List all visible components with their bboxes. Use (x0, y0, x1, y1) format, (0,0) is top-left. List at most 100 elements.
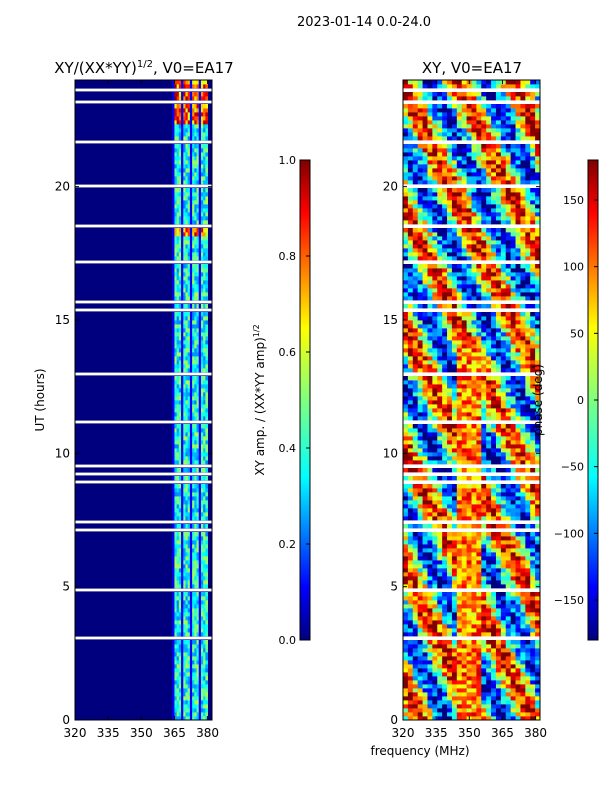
phase-cell (515, 672, 521, 677)
amplitude-cell (183, 92, 186, 97)
amplitude-cell (194, 700, 197, 705)
phase-cell (451, 496, 458, 501)
phase-cell (456, 648, 463, 653)
phase-cell (491, 616, 497, 621)
phase-cell (495, 416, 502, 421)
amplitude-cell (174, 328, 178, 333)
amplitude-cell (194, 704, 197, 709)
phase-cell (481, 412, 487, 417)
phase-cell (476, 640, 482, 645)
phase-cell (422, 660, 428, 665)
amplitude-cell (194, 144, 197, 149)
phase-cell (535, 440, 540, 445)
phase-cell (417, 708, 423, 713)
phase-cell (471, 516, 477, 521)
phase-cell (510, 512, 516, 517)
phase-cell (481, 712, 487, 717)
phase-cell (427, 648, 433, 653)
amplitude-cell (189, 228, 193, 233)
phase-cell (447, 488, 453, 493)
amplitude-cell (172, 80, 175, 85)
phase-cell (442, 436, 448, 441)
phase-cell (505, 620, 512, 625)
amplitude-cell (200, 248, 204, 253)
amplitude-cell (200, 584, 204, 589)
phase-cell (427, 676, 433, 681)
phase-cell (451, 628, 458, 633)
phase-cell (476, 632, 482, 637)
phase-cell (530, 456, 536, 461)
amplitude-cell (185, 704, 189, 709)
amplitude-cell (200, 156, 204, 161)
phase-cell (432, 408, 438, 413)
phase-cell (437, 552, 443, 557)
amplitude-cell (178, 156, 182, 161)
phase-cell (495, 512, 502, 517)
phase-cell (412, 552, 419, 557)
phase-cell (495, 504, 502, 509)
amplitude-cell (176, 556, 180, 561)
phase-cell (407, 348, 414, 353)
amplitude-cell (192, 168, 195, 173)
amplitude-cell (189, 684, 193, 689)
amplitude-cell (181, 176, 184, 181)
amplitude-cell (176, 668, 180, 673)
phase-cell (486, 304, 492, 309)
phase-cell (442, 708, 448, 713)
phase-cell (486, 572, 492, 577)
amplitude-cell (187, 424, 191, 429)
phase-cell (520, 684, 526, 689)
phase-cell (442, 512, 448, 517)
phase-cell (403, 496, 409, 501)
amplitude-cell (176, 256, 180, 261)
amplitude-cell (176, 104, 180, 109)
phase-cell (407, 648, 414, 653)
amplitude-cell (187, 216, 191, 221)
amplitude-cell (181, 244, 184, 249)
amplitude-cell (174, 640, 178, 645)
phase-cell (461, 312, 468, 317)
amplitude-cell (176, 608, 180, 613)
amplitude-cell (172, 476, 175, 481)
amplitude-cell (203, 288, 206, 293)
phase-cell (427, 508, 433, 513)
phase-cell (456, 548, 463, 553)
phase-cell (530, 656, 536, 661)
phase-cell (471, 688, 477, 693)
phase-cell (417, 352, 423, 357)
phase-cell (491, 436, 497, 441)
amplitude-cell (183, 252, 186, 257)
phase-cell (535, 576, 540, 581)
phase-cell (437, 516, 443, 521)
amplitude-cell (194, 236, 197, 241)
phase-cell (403, 664, 409, 669)
amplitude-cell (200, 552, 204, 557)
phase-cell (461, 668, 468, 673)
phase-cell (476, 408, 482, 413)
amplitude-xtick-label: 350 (130, 726, 153, 740)
amplitude-cell (198, 564, 202, 569)
amplitude-cell (181, 684, 184, 689)
phase-cell (510, 648, 516, 653)
phase-cell (476, 560, 482, 565)
phase-cell (510, 332, 516, 337)
phase-cell (442, 304, 448, 309)
phase-cell (407, 572, 414, 577)
amplitude-cell (196, 168, 200, 173)
amplitude-cell (198, 456, 202, 461)
amplitude-cell (189, 368, 193, 373)
phase-cell (417, 592, 423, 597)
amplitude-cell (205, 284, 208, 289)
amplitude-cell (172, 612, 175, 617)
amplitude-cell (183, 716, 186, 720)
phase-cell (442, 376, 448, 381)
amplitude-cell (203, 640, 206, 645)
phase-cell (422, 428, 428, 433)
phase-cell (500, 424, 507, 429)
amplitude-cell (178, 268, 182, 273)
phase-cell (427, 572, 433, 577)
amplitude-cell (198, 516, 202, 521)
amplitude-cell (192, 152, 195, 157)
amplitude-cell (181, 504, 184, 509)
amplitude-cell (176, 228, 180, 233)
